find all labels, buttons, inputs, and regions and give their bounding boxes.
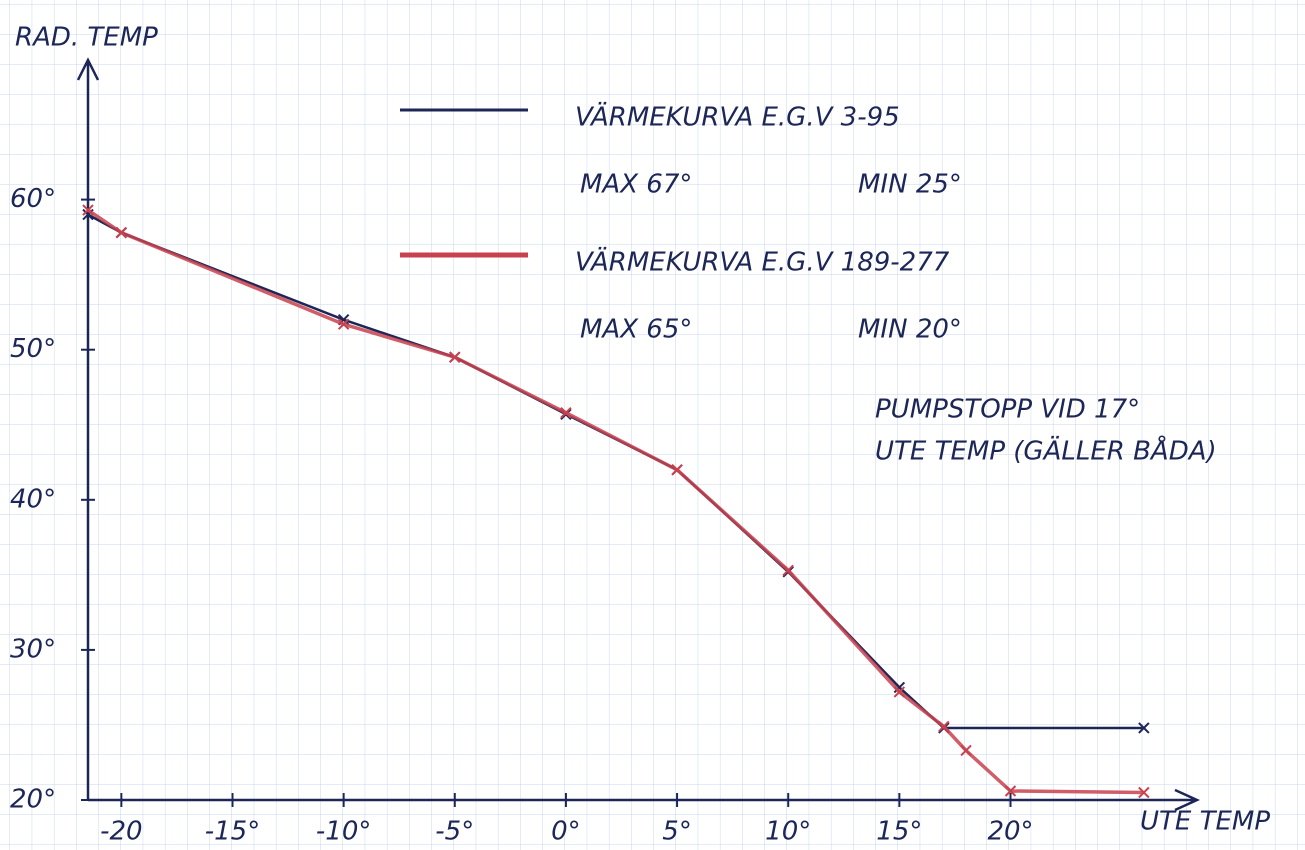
x-tick-label: 20°: [987, 817, 1033, 847]
x-tick-label: 10°: [765, 817, 811, 847]
y-axis-title: RAD. TEMP: [15, 23, 158, 53]
legend-label: VÄRMEKURVA E.G.V 189-277: [575, 246, 950, 278]
y-tick-label: 30°: [10, 634, 56, 664]
x-tick-label: 5°: [662, 817, 692, 847]
legend-note: MAX 67°: [580, 170, 692, 200]
x-tick-label: -20: [100, 817, 142, 847]
legend-note: MIN 25°: [858, 170, 962, 200]
chart: RAD. TEMP UTE TEMP VÄRMEKURVA E.G.V 3-95…: [0, 0, 1305, 850]
x-tick-label: -5°: [435, 817, 474, 847]
annotation: PUMPSTOPP VID 17°: [875, 395, 1140, 425]
legend-label: VÄRMEKURVA E.G.V 3-95: [575, 101, 900, 133]
legend-note: MAX 65°: [580, 315, 692, 345]
y-tick-label: 50°: [10, 334, 56, 364]
x-tick-label: -15°: [205, 817, 260, 847]
annotation: UTE TEMP (GÄLLER BÅDA): [875, 435, 1217, 467]
x-axis-title: UTE TEMP: [1140, 807, 1270, 837]
x-tick-label: -10°: [316, 817, 371, 847]
y-tick-label: 20°: [10, 785, 56, 815]
y-tick-label: 40°: [10, 484, 56, 514]
y-tick-label: 60°: [10, 184, 56, 214]
legend-note: MIN 20°: [858, 315, 962, 345]
x-tick-label: 15°: [876, 817, 922, 847]
x-tick-label: 0°: [551, 817, 581, 847]
